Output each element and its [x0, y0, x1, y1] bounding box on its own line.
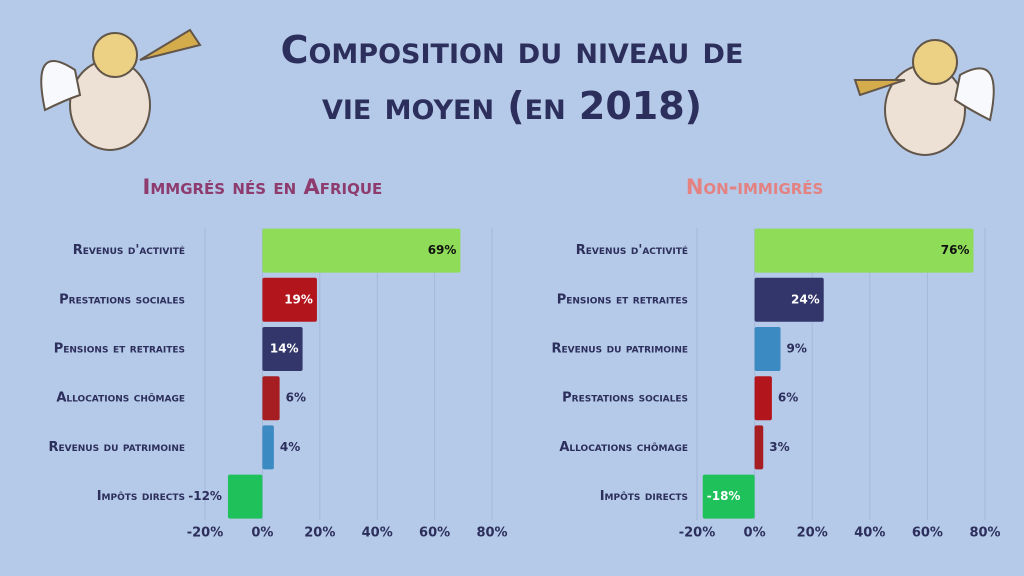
chart-title: Immgrés nés en Afrique [143, 175, 383, 199]
value-label: 9% [787, 342, 807, 356]
bar [262, 327, 303, 371]
x-tick-label: 20% [304, 526, 335, 541]
y-tick-label: Revenus d'activité [73, 243, 185, 258]
x-tick-label: -20% [187, 526, 224, 541]
bar [262, 277, 317, 322]
y-tick-label: Impôts directs [600, 489, 688, 504]
y-tick-label: Revenus du patrimoine [48, 440, 185, 455]
angel-right [853, 39, 995, 156]
x-tick-label: 40% [362, 526, 393, 541]
x-tick-label: -20% [679, 526, 716, 541]
x-tick-label: 40% [854, 526, 885, 541]
bar [754, 376, 772, 421]
bar [262, 376, 280, 421]
y-tick-label: Revenus d'activité [576, 243, 688, 258]
value-label: -18% [707, 489, 741, 503]
value-label: 6% [778, 391, 798, 405]
y-tick-label: Allocations chômage [56, 391, 185, 406]
value-label: 19% [284, 292, 313, 306]
bar [754, 277, 824, 322]
y-tick-label: Prestations sociales [59, 292, 185, 307]
angel-left [40, 28, 202, 151]
value-label: 24% [791, 292, 820, 306]
x-tick-label: 60% [912, 526, 943, 541]
value-label: 3% [769, 440, 789, 454]
y-tick-label: Impôts directs [97, 489, 185, 504]
x-tick-label: 0% [251, 526, 273, 541]
bar [754, 425, 764, 470]
value-label: -12% [188, 489, 222, 503]
bar [754, 228, 974, 273]
x-tick-label: 80% [969, 526, 1000, 541]
chart-title: Non-immigrés [686, 175, 824, 199]
value-label: 76% [941, 243, 970, 257]
x-tick-label: 80% [476, 526, 507, 541]
title-line: Composition du niveau de [281, 28, 744, 72]
bar [227, 474, 263, 519]
bar [754, 327, 781, 371]
y-tick-label: Prestations sociales [562, 391, 688, 406]
y-tick-label: Pensions et retraites [54, 342, 185, 357]
value-label: 14% [270, 342, 299, 356]
bar [262, 425, 274, 470]
bar [262, 228, 461, 273]
y-tick-label: Allocations chômage [559, 440, 688, 455]
y-tick-label: Revenus du patrimoine [551, 342, 688, 357]
value-label: 4% [280, 440, 300, 454]
x-tick-label: 60% [419, 526, 450, 541]
bar [702, 474, 755, 519]
x-tick-label: 20% [797, 526, 828, 541]
x-tick-label: 0% [744, 526, 766, 541]
title-line: vie moyen (en 2018) [322, 84, 702, 128]
y-tick-label: Pensions et retraites [557, 292, 688, 307]
value-label: 6% [286, 391, 306, 405]
page-title: Composition du niveau de vie moyen (en 20… [281, 28, 744, 128]
value-label: 69% [428, 243, 457, 257]
